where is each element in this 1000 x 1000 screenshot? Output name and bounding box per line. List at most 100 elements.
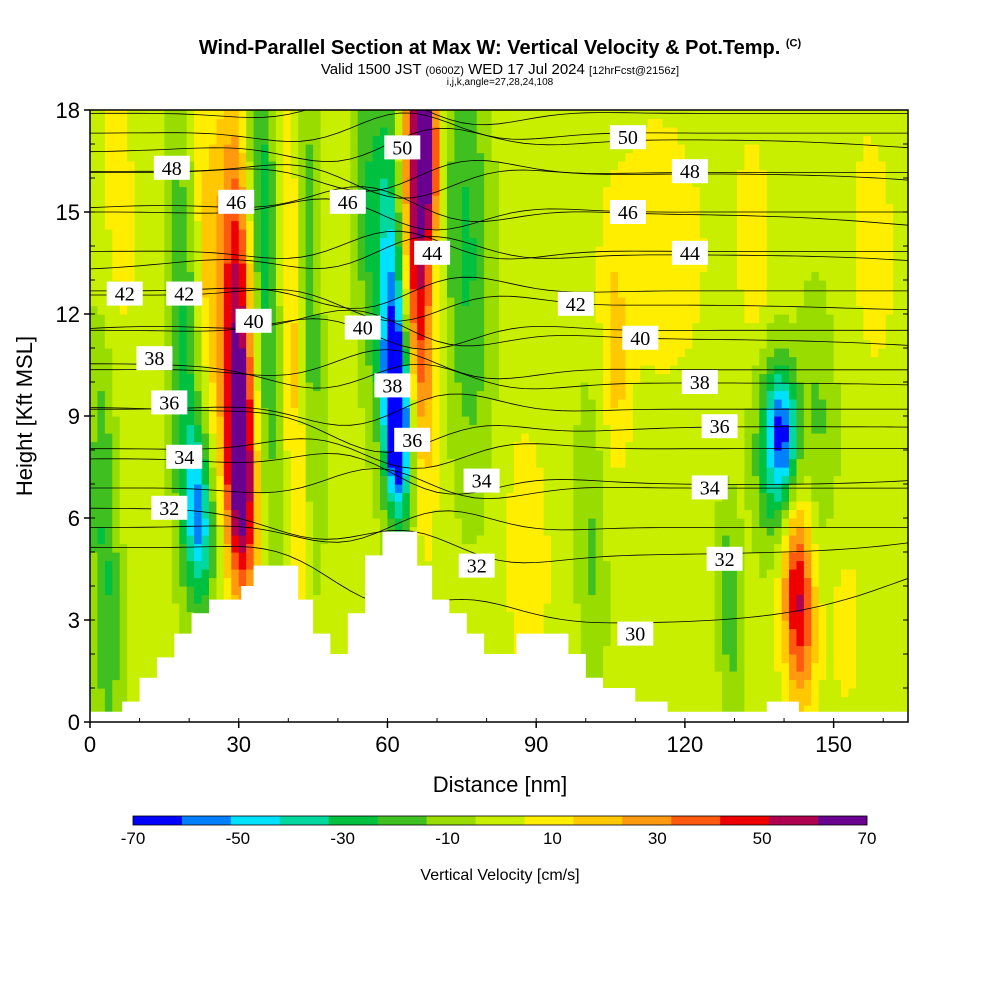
- w-cell: [261, 144, 270, 154]
- w-cell: [201, 560, 210, 570]
- w-cell: [119, 450, 128, 460]
- w-cell: [595, 458, 604, 468]
- w-cell: [580, 195, 589, 205]
- w-cell: [528, 118, 537, 128]
- w-cell: [142, 543, 151, 553]
- w-cell: [134, 161, 143, 171]
- w-cell: [238, 220, 247, 230]
- w-cell: [90, 543, 99, 553]
- w-cell: [491, 560, 500, 570]
- w-cell: [246, 543, 255, 553]
- w-cell: [595, 271, 604, 281]
- w-cell: [595, 288, 604, 298]
- w-cell: [580, 628, 589, 638]
- w-cell: [327, 246, 336, 256]
- w-cell: [275, 178, 284, 188]
- w-cell: [588, 271, 597, 281]
- w-cell: [305, 288, 314, 298]
- w-cell: [409, 484, 418, 494]
- w-cell: [335, 144, 344, 154]
- w-cell: [186, 569, 195, 579]
- w-cell: [446, 186, 455, 196]
- w-cell: [268, 484, 277, 494]
- w-cell: [253, 356, 262, 366]
- w-cell: [573, 203, 582, 213]
- w-cell: [543, 373, 552, 383]
- w-cell: [231, 560, 240, 570]
- w-cell: [298, 212, 307, 222]
- w-cell: [156, 288, 165, 298]
- w-cell: [253, 382, 262, 392]
- w-cell: [142, 127, 151, 137]
- w-cell: [253, 271, 262, 281]
- w-cell: [409, 475, 418, 485]
- w-cell: [476, 271, 485, 281]
- w-cell: [201, 229, 210, 239]
- w-cell: [350, 229, 359, 239]
- w-cell: [268, 339, 277, 349]
- w-cell: [127, 229, 136, 239]
- w-cell: [469, 169, 478, 179]
- w-cell: [223, 339, 232, 349]
- w-cell: [461, 314, 470, 324]
- w-cell: [380, 246, 389, 256]
- w-cell: [298, 254, 307, 264]
- w-cell: [491, 620, 500, 630]
- w-cell: [603, 671, 612, 681]
- w-cell: [469, 407, 478, 417]
- w-cell: [290, 237, 299, 247]
- w-cell: [238, 433, 247, 443]
- w-cell: [179, 127, 188, 137]
- w-cell: [179, 611, 188, 621]
- w-cell: [580, 484, 589, 494]
- w-cell: [588, 331, 597, 341]
- w-cell: [179, 424, 188, 434]
- w-cell: [216, 373, 225, 383]
- w-cell: [261, 424, 270, 434]
- w-cell: [424, 169, 433, 179]
- w-cell: [409, 373, 418, 383]
- w-cell: [484, 416, 493, 426]
- w-cell: [97, 577, 106, 587]
- w-cell: [186, 433, 195, 443]
- w-cell: [484, 127, 493, 137]
- w-cell: [521, 331, 530, 341]
- w-cell: [246, 467, 255, 477]
- w-cell: [275, 212, 284, 222]
- w-cell: [179, 331, 188, 341]
- w-cell: [253, 195, 262, 205]
- w-cell: [335, 382, 344, 392]
- w-cell: [350, 118, 359, 128]
- w-cell: [432, 271, 441, 281]
- w-cell: [119, 407, 128, 417]
- w-cell: [104, 416, 113, 426]
- w-cell: [536, 144, 545, 154]
- w-cell: [402, 305, 411, 315]
- w-cell: [439, 144, 448, 154]
- w-cell: [156, 339, 165, 349]
- w-cell: [164, 212, 173, 222]
- w-cell: [446, 237, 455, 247]
- w-cell: [119, 654, 128, 664]
- w-cell: [521, 365, 530, 375]
- w-cell: [253, 526, 262, 536]
- w-cell: [90, 526, 99, 536]
- w-cell: [543, 611, 552, 621]
- w-cell: [595, 424, 604, 434]
- w-cell: [424, 458, 433, 468]
- w-cell: [506, 637, 515, 647]
- w-cell: [171, 305, 180, 315]
- w-cell: [156, 144, 165, 154]
- w-cell: [142, 118, 151, 128]
- w-cell: [342, 586, 351, 596]
- w-cell: [253, 178, 262, 188]
- w-cell: [179, 348, 188, 358]
- w-cell: [327, 628, 336, 638]
- w-cell: [298, 297, 307, 307]
- w-cell: [201, 254, 210, 264]
- w-cell: [149, 263, 158, 273]
- w-cell: [149, 212, 158, 222]
- w-cell: [580, 390, 589, 400]
- w-cell: [357, 543, 366, 553]
- w-cell: [446, 501, 455, 511]
